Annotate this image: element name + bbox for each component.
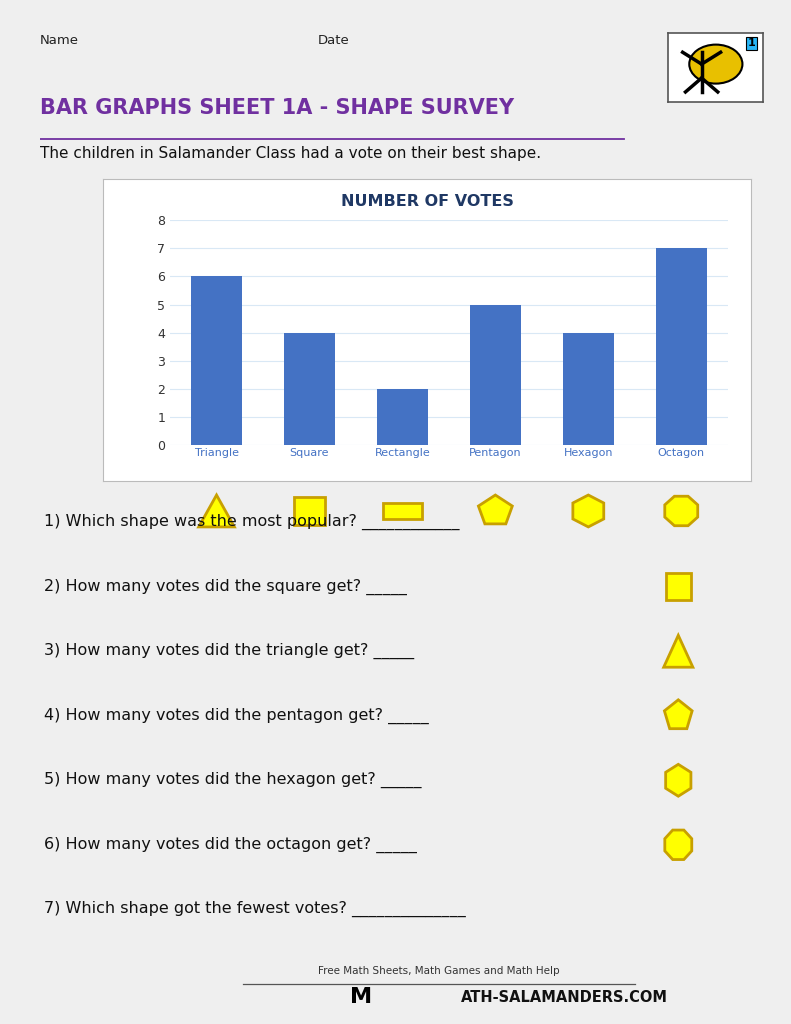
Bar (191, 276, 242, 445)
Bar (562, 333, 614, 445)
Text: Free Math Sheets, Math Games and Math Help: Free Math Sheets, Math Games and Math He… (318, 966, 560, 976)
Polygon shape (664, 830, 692, 859)
Text: 1) Which shape was the most popular? ____________: 1) Which shape was the most popular? ___… (44, 514, 459, 530)
Polygon shape (479, 495, 513, 524)
Circle shape (689, 45, 743, 84)
Text: 1: 1 (748, 38, 755, 48)
Text: 7) Which shape got the fewest votes? ______________: 7) Which shape got the fewest votes? ___… (44, 901, 465, 918)
Text: BAR GRAPHS SHEET 1A - SHAPE SURVEY: BAR GRAPHS SHEET 1A - SHAPE SURVEY (40, 98, 513, 119)
Text: ATH-SALAMANDERS.COM: ATH-SALAMANDERS.COM (461, 990, 668, 1006)
Text: 4) How many votes did the pentagon get? _____: 4) How many votes did the pentagon get? … (44, 708, 428, 724)
Text: 3) How many votes did the triangle get? _____: 3) How many votes did the triangle get? … (44, 643, 414, 659)
Polygon shape (294, 498, 324, 524)
Polygon shape (664, 635, 693, 668)
Polygon shape (664, 497, 698, 525)
Polygon shape (383, 503, 422, 519)
Bar (377, 389, 428, 445)
Polygon shape (573, 495, 604, 527)
Polygon shape (666, 573, 691, 600)
Text: NUMBER OF VOTES: NUMBER OF VOTES (341, 195, 513, 209)
Text: 2) How many votes did the square get? _____: 2) How many votes did the square get? __… (44, 579, 407, 595)
Bar (656, 248, 707, 445)
Text: 5) How many votes did the hexagon get? _____: 5) How many votes did the hexagon get? _… (44, 772, 421, 788)
Polygon shape (666, 764, 691, 797)
Text: 6) How many votes did the octagon get? _____: 6) How many votes did the octagon get? _… (44, 837, 416, 853)
Text: Name: Name (40, 35, 78, 47)
Text: Date: Date (318, 35, 350, 47)
Text: The children in Salamander Class had a vote on their best shape.: The children in Salamander Class had a v… (40, 146, 541, 161)
Polygon shape (664, 699, 692, 729)
Text: M: M (350, 987, 372, 1007)
Polygon shape (199, 495, 234, 527)
Bar (470, 305, 521, 445)
Bar (284, 333, 335, 445)
